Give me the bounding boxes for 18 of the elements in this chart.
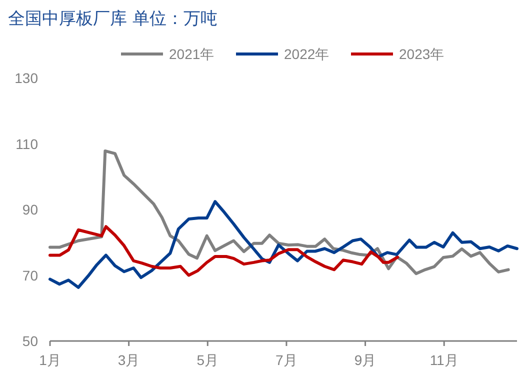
x-tick-label: 1月 — [39, 352, 61, 368]
legend-label: 2022年 — [284, 46, 330, 62]
x-tick-label: 9月 — [354, 352, 376, 368]
line-series — [48, 149, 510, 276]
y-tick-label: 70 — [22, 267, 38, 284]
y-tick-label: 90 — [22, 202, 38, 218]
x-tick-label: 11月 — [430, 352, 458, 368]
legend-label: 2021年 — [169, 46, 214, 62]
y-tick-label: 50 — [22, 333, 38, 349]
chart-title: 全国中厚板厂库 单位：万吨 — [8, 9, 218, 29]
x-tick-label: 3月 — [118, 352, 140, 368]
line-series — [48, 225, 400, 277]
x-tick-label: 5月 — [196, 352, 219, 368]
y-tick-label: 110 — [16, 136, 38, 152]
line-series — [48, 200, 518, 289]
x-tick-label: 7月 — [276, 352, 298, 368]
legend-label: 2023年 — [399, 46, 444, 62]
y-tick-label: 130 — [14, 70, 38, 86]
